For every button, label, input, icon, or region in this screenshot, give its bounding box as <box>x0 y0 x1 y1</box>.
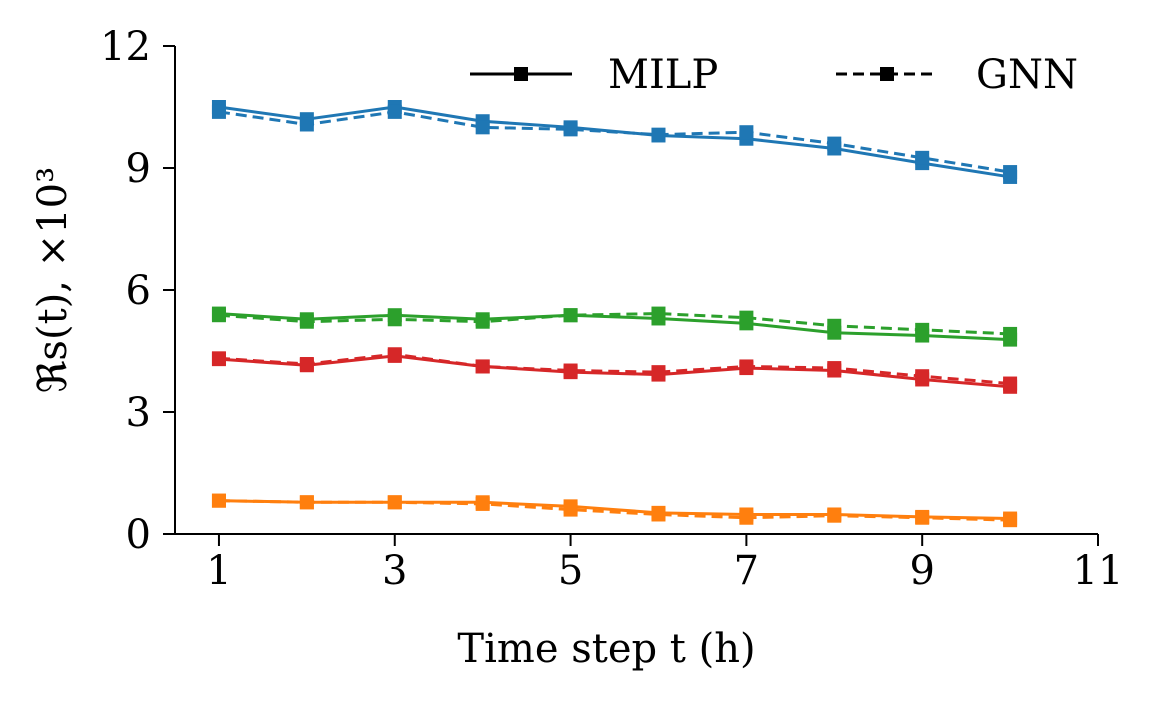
data-point <box>1003 376 1018 391</box>
data-point <box>563 502 578 517</box>
data-point <box>475 314 490 329</box>
legend-label: MILP <box>608 52 718 98</box>
series-milp-0 <box>211 100 1018 184</box>
data-point <box>651 306 666 321</box>
data-point <box>387 495 402 510</box>
series-line <box>218 499 1011 522</box>
data-point <box>651 365 666 380</box>
x-tick-label: 1 <box>206 548 231 594</box>
data-point <box>387 104 402 119</box>
data-point <box>739 310 754 325</box>
series-milp-2 <box>211 306 1018 347</box>
data-point <box>211 104 226 119</box>
legend-item-gnn: GNN <box>836 52 1078 98</box>
data-point <box>299 314 314 329</box>
series-gnn-5 <box>211 347 1018 391</box>
data-point <box>915 510 930 525</box>
x-tick-label: 7 <box>734 548 759 594</box>
series-line <box>218 110 1011 174</box>
series-line <box>218 499 1011 521</box>
y-tick-label: 3 <box>126 390 151 436</box>
x-tick-label: 5 <box>558 548 583 594</box>
data-point <box>739 125 754 140</box>
x-tick-label: 9 <box>909 548 934 594</box>
data-point <box>299 117 314 132</box>
data-point <box>387 347 402 362</box>
series-milp-6 <box>211 493 1018 526</box>
data-point <box>915 150 930 165</box>
data-point <box>915 322 930 337</box>
data-point <box>915 369 930 384</box>
series-gnn-7 <box>211 493 1018 528</box>
data-point <box>211 308 226 323</box>
data-point <box>299 357 314 372</box>
data-point <box>739 359 754 374</box>
data-point <box>299 495 314 510</box>
y-axis-title: ℜs(t), ×10³ <box>30 167 76 393</box>
data-point <box>475 120 490 135</box>
data-point <box>827 136 842 151</box>
series-line <box>218 312 1011 336</box>
legend-item-milp: MILP <box>470 52 718 98</box>
y-tick-label: 9 <box>126 146 151 192</box>
data-point <box>563 122 578 137</box>
series-line <box>218 354 1011 389</box>
series-line <box>218 105 1011 179</box>
series-gnn-1 <box>211 104 1018 180</box>
legend-marker <box>514 67 528 81</box>
data-point <box>475 359 490 374</box>
x-tick-label: 3 <box>382 548 407 594</box>
data-point <box>1003 513 1018 528</box>
y-tick-label: 6 <box>126 268 151 314</box>
series-layer <box>211 100 1018 528</box>
series-line <box>218 312 1011 342</box>
data-point <box>563 363 578 378</box>
x-tick-label: 11 <box>1073 548 1124 594</box>
x-axis-title: Time step t (h) <box>457 626 755 672</box>
legend: MILP GNN <box>470 52 1078 98</box>
series-gnn-3 <box>211 306 1018 341</box>
data-point <box>387 312 402 327</box>
data-point <box>739 510 754 525</box>
data-point <box>827 361 842 376</box>
data-point <box>1003 326 1018 341</box>
data-point <box>827 318 842 333</box>
data-point <box>1003 165 1018 180</box>
legend-marker <box>880 67 894 81</box>
data-point <box>563 308 578 323</box>
y-tick-label: 12 <box>100 24 151 70</box>
data-point <box>651 127 666 142</box>
data-point <box>211 493 226 508</box>
axes: 1 3 5 7 9 11 0 3 6 9 12 Time step t (h) ℜs(t), ×10³ <box>30 24 1123 672</box>
legend-label: GNN <box>976 52 1078 98</box>
data-point <box>827 508 842 523</box>
data-point <box>211 351 226 366</box>
series-line <box>218 352 1011 386</box>
y-tick-label: 0 <box>126 512 151 558</box>
data-point <box>475 496 490 511</box>
data-point <box>651 507 666 522</box>
